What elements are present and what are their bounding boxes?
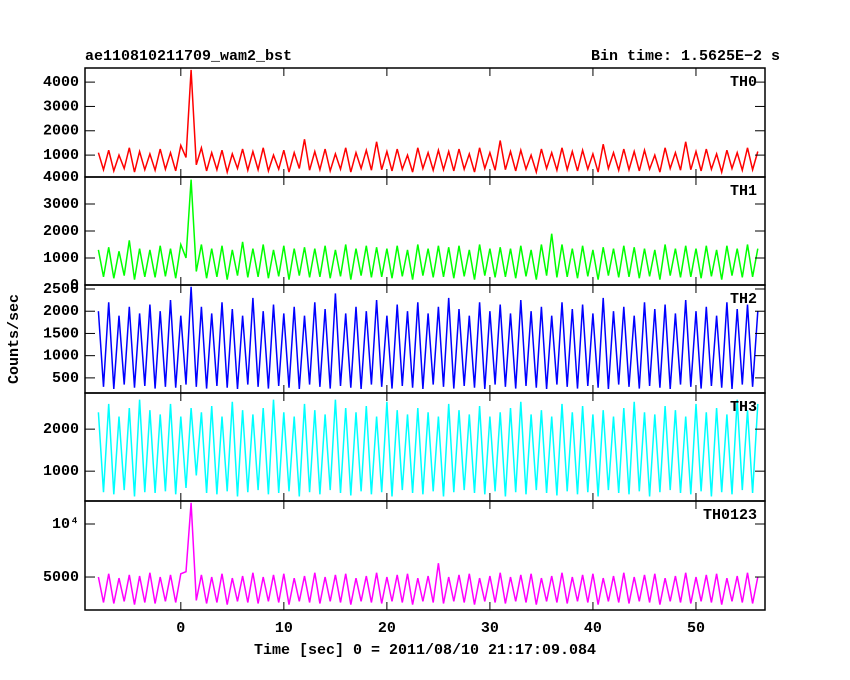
x-tick-label: 50: [687, 620, 705, 637]
y-tick-label: 1000: [43, 250, 79, 267]
y-tick-label: 1000: [43, 463, 79, 480]
series-line: [97, 69, 759, 176]
panel-label: TH3: [730, 399, 757, 416]
x-tick-label: 30: [481, 620, 499, 637]
panel-frame: [84, 176, 766, 286]
x-tick-label: 40: [584, 620, 602, 637]
chart-title: ae110810211709_wam2_bst: [85, 48, 292, 65]
series-line: [97, 286, 759, 390]
panel-label: TH0123: [703, 507, 757, 524]
y-tick-label: 2500: [43, 281, 79, 298]
y-tick-label: 1500: [43, 325, 79, 342]
y-tick-label: 4000: [43, 169, 79, 186]
panel-label: TH1: [730, 183, 757, 200]
panel-label: TH0: [730, 74, 757, 91]
y-tick-label: 2000: [43, 123, 79, 140]
y-tick-label: 3000: [43, 196, 79, 213]
x-tick-label: 10: [275, 620, 293, 637]
x-tick-label: 0: [176, 620, 185, 637]
y-tick-label: 10⁴: [52, 516, 79, 533]
y-tick-label: 5000: [43, 569, 79, 586]
x-tick-label: 20: [378, 620, 396, 637]
y-tick-label: 3000: [43, 98, 79, 115]
y-tick-label: 2000: [43, 223, 79, 240]
y-tick-label: 1000: [43, 147, 79, 164]
panel-frame: [84, 500, 766, 611]
series-line: [97, 399, 759, 497]
panel-label: TH2: [730, 291, 757, 308]
y-tick-label: 2000: [43, 421, 79, 438]
y-axis-label: Counts/sec: [6, 294, 23, 384]
y-tick-label: 500: [52, 370, 79, 387]
chart-subtitle: Bin time: 1.5625E−2 s: [591, 48, 780, 65]
series-line: [97, 502, 759, 605]
series-line: [97, 179, 759, 280]
x-axis-label: Time [sec] 0 = 2011/08/10 21:17:09.084: [254, 642, 596, 659]
y-tick-label: 0: [70, 277, 79, 294]
y-tick-label: 2000: [43, 303, 79, 320]
y-tick-label: 4000: [43, 74, 79, 91]
y-tick-label: 1000: [43, 348, 79, 365]
